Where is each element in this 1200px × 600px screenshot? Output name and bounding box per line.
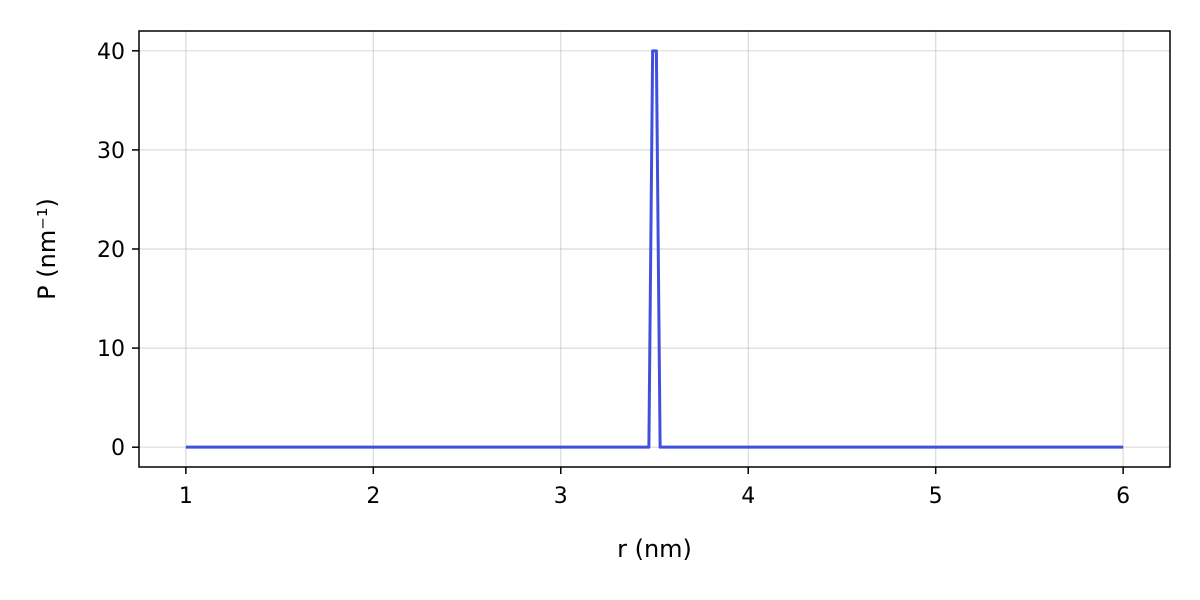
x-tick-label: 1 [179, 484, 193, 509]
y-tick-label: 20 [97, 238, 125, 263]
y-tick-label: 0 [111, 436, 125, 461]
x-tick-label: 5 [929, 484, 943, 509]
y-tick-label: 40 [97, 40, 125, 65]
series-line [185, 49, 1124, 449]
x-tick-label: 3 [554, 484, 568, 509]
x-tick-label: 4 [741, 484, 755, 509]
series-layer [185, 49, 1124, 449]
ticks: 1 2 3 4 5 6 0 10 20 30 40 [97, 40, 1130, 509]
x-tick-label: 6 [1116, 484, 1130, 509]
y-tick-label: 10 [97, 337, 125, 362]
x-axis-label: r (nm) [617, 535, 692, 563]
grid [139, 31, 1170, 467]
y-axis-label: P (nm⁻¹) [33, 198, 61, 300]
y-tick-label: 30 [97, 139, 125, 164]
x-tick-label: 2 [366, 484, 380, 509]
